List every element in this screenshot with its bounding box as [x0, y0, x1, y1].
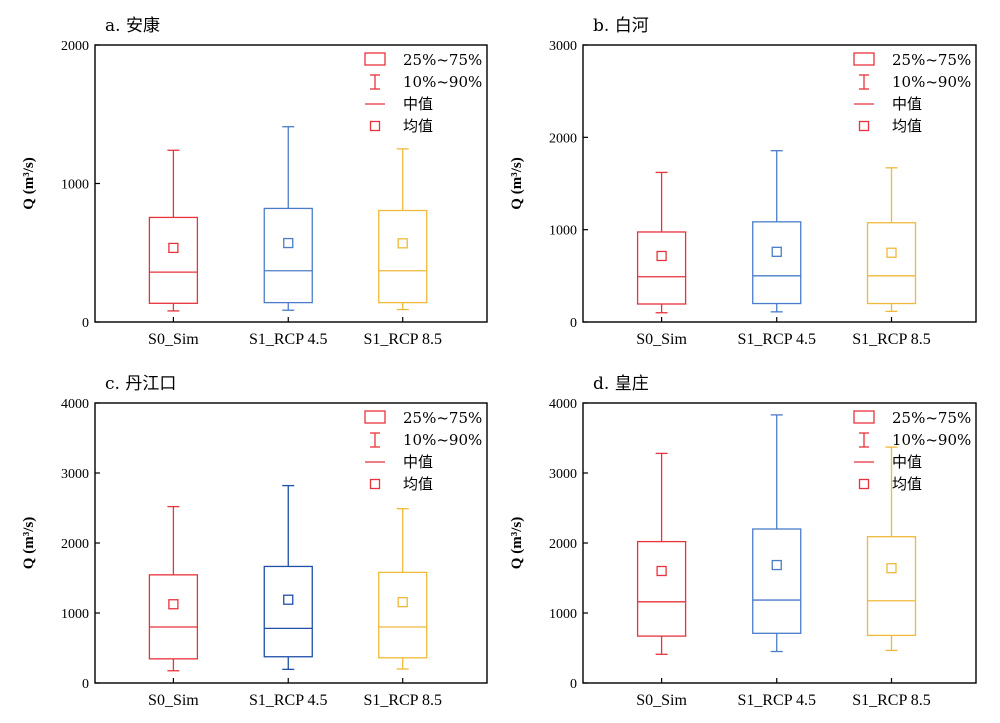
x-category-label: S1_RCP 4.5	[249, 331, 328, 348]
panel-title: d. 皇庄	[593, 374, 649, 394]
panel-title: c. 丹江口	[105, 374, 176, 394]
iqr-box	[752, 528, 802, 634]
iqr-box	[866, 222, 917, 305]
x-category-label: S1_RCP 8.5	[363, 331, 442, 348]
mean-marker	[886, 563, 897, 574]
legend-mean-symbol	[858, 120, 870, 132]
plot-frame	[582, 44, 977, 323]
mean-marker	[168, 599, 179, 610]
legend-label: 25%~75%	[892, 409, 971, 427]
y-tick-label: 1000	[549, 607, 577, 622]
legend-label: 中值	[892, 453, 922, 471]
legend-label: 10%~90%	[892, 431, 971, 449]
mean-marker	[771, 246, 782, 257]
panel-b: b. 白河 Q (m³/s) 0 1000 2000 3000 S0_Sim S1_RCP 4…	[509, 16, 977, 348]
mean-marker	[168, 242, 179, 254]
iqr-box	[752, 221, 802, 305]
y-axis-label: Q (m³/s)	[509, 517, 525, 569]
y-tick-label: 0	[570, 316, 577, 331]
y-tick-label: 0	[570, 677, 577, 692]
y-tick-label: 2000	[61, 537, 89, 552]
panel-d: d. 皇庄 Q (m³/s) 0 1000 2000 3000 4000 S0_Sim S1_R…	[509, 374, 977, 709]
legend-mean-symbol	[858, 478, 870, 490]
legend-label: 均值	[892, 475, 922, 493]
mean-marker	[771, 559, 782, 571]
y-tick-label: 4000	[549, 397, 577, 412]
legend-label: 均值	[892, 117, 922, 135]
x-category-label: S1_RCP 4.5	[737, 692, 816, 709]
legend-label: 中值	[403, 453, 433, 471]
mean-marker	[283, 237, 294, 249]
y-tick-label: 1000	[549, 224, 577, 239]
iqr-box	[148, 216, 199, 304]
legend-label: 25%~75%	[892, 51, 971, 69]
y-tick-label: 0	[82, 677, 89, 692]
panel-c: c. 丹江口 Q (m³/s) 0 1000 2000 3000 4000 S0_Sim S1_…	[21, 374, 488, 709]
legend-box-symbol	[364, 410, 386, 424]
y-axis-label: Q (m³/s)	[21, 517, 37, 569]
legend-label: 10%~90%	[403, 73, 482, 91]
legend-label: 中值	[892, 95, 922, 113]
y-tick-label: 2000	[549, 131, 577, 146]
y-tick-label: 2000	[61, 39, 89, 54]
legend-label: 10%~90%	[403, 431, 482, 449]
legend-mean-symbol	[369, 478, 381, 490]
iqr-box	[263, 565, 313, 658]
iqr-box	[636, 231, 687, 305]
mean-marker	[656, 250, 667, 262]
iqr-box	[378, 209, 428, 304]
legend-label: 中值	[403, 95, 433, 113]
mean-marker	[886, 247, 897, 258]
mean-marker	[397, 597, 408, 608]
legend-label: 25%~75%	[403, 51, 482, 69]
iqr-box	[263, 207, 313, 304]
legend-box-symbol	[853, 52, 875, 66]
y-tick-label: 1000	[61, 607, 89, 622]
y-axis-label: Q (m³/s)	[21, 157, 37, 209]
y-tick-label: 3000	[61, 467, 89, 482]
x-category-label: S0_Sim	[636, 331, 687, 348]
y-tick-label: 0	[82, 316, 89, 331]
y-tick-label: 2000	[549, 537, 577, 552]
y-tick-label: 3000	[549, 467, 577, 482]
legend-box-symbol	[364, 52, 386, 66]
y-tick-label: 3000	[549, 39, 577, 54]
y-tick-label: 1000	[61, 178, 89, 193]
mean-marker	[397, 238, 408, 249]
y-axis-label: Q (m³/s)	[509, 157, 525, 209]
legend-label: 10%~90%	[892, 73, 971, 91]
x-category-label: S1_RCP 4.5	[737, 331, 816, 348]
iqr-box	[866, 536, 917, 637]
x-category-label: S1_RCP 8.5	[363, 692, 442, 709]
x-category-label: S1_RCP 8.5	[852, 692, 931, 709]
mean-marker	[656, 565, 667, 577]
x-category-label: S0_Sim	[148, 331, 199, 348]
legend-label: 25%~75%	[403, 409, 482, 427]
iqr-box	[378, 571, 428, 659]
x-category-label: S0_Sim	[148, 692, 199, 709]
x-category-label: S1_RCP 8.5	[852, 331, 931, 348]
legend-label: 均值	[403, 117, 433, 135]
legend-mean-symbol	[369, 120, 381, 132]
legend-label: 均值	[403, 475, 433, 493]
iqr-box	[636, 540, 687, 637]
panel-title: b. 白河	[593, 16, 649, 36]
panel-a: a. 安康 Q (m³/s) 0 1000 2000 S0_Sim S1_RCP 4.5 S1…	[21, 16, 488, 348]
legend-box-symbol	[853, 410, 875, 424]
x-category-label: S0_Sim	[636, 692, 687, 709]
iqr-box	[148, 574, 199, 660]
y-tick-label: 4000	[61, 397, 89, 412]
panel-title: a. 安康	[105, 16, 160, 36]
mean-marker	[283, 594, 294, 605]
x-category-label: S1_RCP 4.5	[249, 692, 328, 709]
